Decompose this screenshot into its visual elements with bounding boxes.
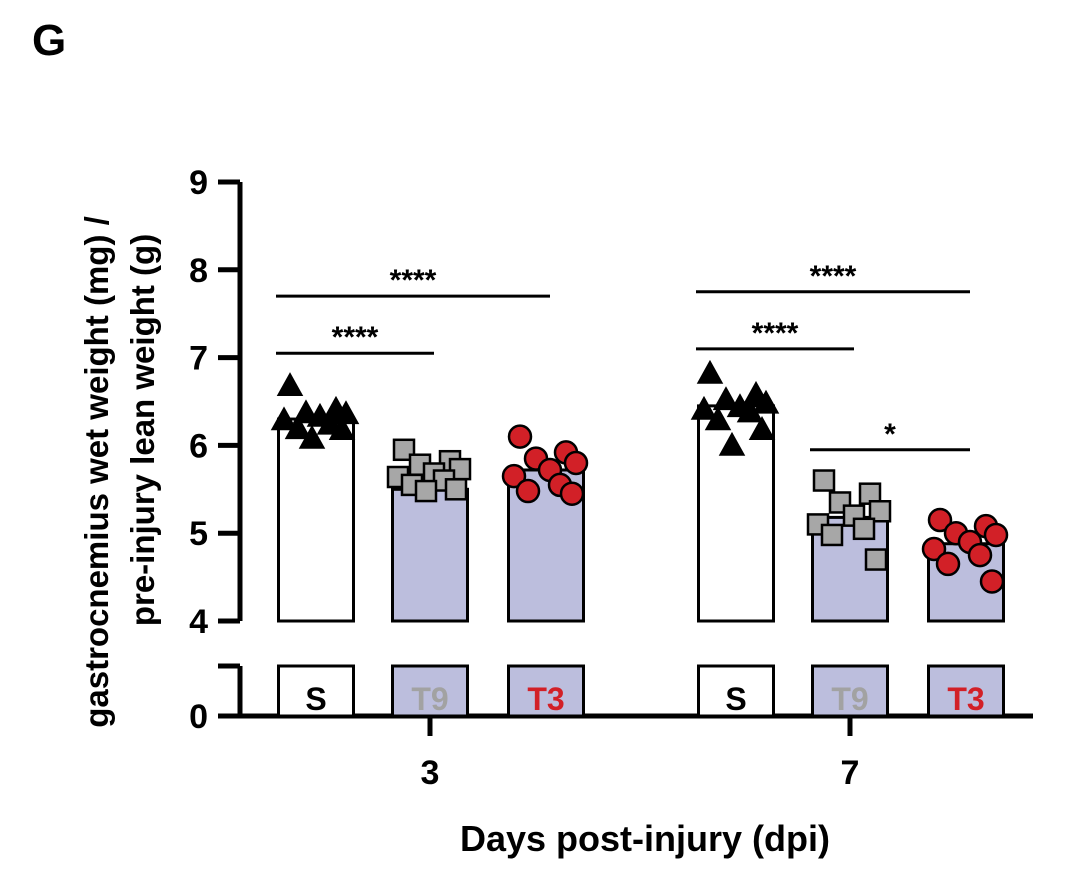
bar-lower bbox=[927, 664, 1005, 718]
y-axis-label-line1: gastrocnemius wet weight (mg) / bbox=[78, 216, 115, 728]
data-point-triangle bbox=[736, 398, 764, 423]
y-tick-label: 0 bbox=[189, 698, 208, 736]
data-point-triangle bbox=[690, 395, 718, 420]
y-tick-label: 5 bbox=[189, 515, 208, 553]
y-tick-label: 6 bbox=[189, 427, 208, 465]
data-point-circle bbox=[563, 450, 589, 476]
y-tick-label: 4 bbox=[189, 603, 208, 641]
data-point-triangle bbox=[704, 406, 732, 431]
data-point-circle bbox=[515, 478, 541, 504]
bar-label: S bbox=[305, 681, 326, 717]
data-point-square bbox=[812, 469, 836, 492]
bar-label: T3 bbox=[947, 681, 984, 717]
y-axis-label-line2: pre-injury lean weight (g) bbox=[124, 234, 161, 626]
bar-label: S bbox=[725, 681, 746, 717]
data-point-triangle bbox=[284, 415, 312, 440]
data-points bbox=[270, 359, 1009, 594]
bar-lower bbox=[507, 664, 585, 718]
bar-upper bbox=[277, 417, 355, 623]
bar-lower bbox=[697, 664, 775, 718]
significance-label: **** bbox=[752, 317, 799, 350]
bar-label: T3 bbox=[527, 681, 564, 717]
bar-lower bbox=[391, 664, 469, 718]
significance-label: **** bbox=[810, 260, 857, 293]
data-point-triangle bbox=[752, 389, 780, 414]
bar-upper bbox=[391, 487, 469, 623]
data-point-circle bbox=[921, 536, 947, 562]
data-point-square bbox=[864, 548, 888, 571]
data-point-circle bbox=[979, 569, 1005, 594]
panel-label: G bbox=[32, 16, 66, 65]
y-tick-label: 7 bbox=[189, 340, 208, 378]
data-point-square bbox=[414, 479, 438, 503]
data-point-triangle bbox=[748, 416, 776, 440]
bar-lower bbox=[811, 664, 889, 718]
data-point-triangle bbox=[718, 431, 746, 456]
data-point-circle bbox=[559, 481, 585, 506]
significance-label: * bbox=[884, 418, 896, 451]
bar-label: T9 bbox=[831, 681, 868, 717]
x-tick-label: 7 bbox=[841, 754, 860, 792]
data-point-square bbox=[820, 523, 844, 547]
data-point-triangle bbox=[292, 399, 320, 424]
y-tick-label: 8 bbox=[189, 252, 208, 290]
significance-label: **** bbox=[390, 264, 437, 297]
data-point-triangle bbox=[712, 386, 740, 411]
significance-annotations: ***************** bbox=[276, 260, 970, 452]
data-point-circle bbox=[501, 463, 527, 489]
x-tick-label: 3 bbox=[421, 754, 440, 792]
bars bbox=[277, 404, 1005, 718]
x-axis-label: Days post-injury (dpi) bbox=[460, 818, 830, 859]
bar-lower bbox=[277, 664, 355, 718]
data-point-circle bbox=[935, 551, 961, 577]
data-point-triangle bbox=[298, 424, 326, 449]
data-point-square bbox=[444, 478, 468, 501]
data-point-triangle bbox=[276, 372, 304, 397]
data-point-circle bbox=[967, 542, 993, 568]
data-point-circle bbox=[983, 522, 1009, 548]
y-tick-label: 9 bbox=[189, 164, 208, 202]
bar-label: T9 bbox=[411, 681, 448, 717]
data-point-circle bbox=[507, 424, 533, 449]
data-point-triangle bbox=[696, 359, 724, 384]
data-point-circle bbox=[927, 507, 953, 533]
data-point-square bbox=[868, 500, 892, 523]
bar-labels: S T9 T3 S T9 T3 bbox=[305, 681, 984, 717]
significance-label: **** bbox=[332, 321, 379, 354]
data-point-triangle bbox=[328, 416, 356, 440]
data-point-triangle bbox=[270, 406, 298, 431]
data-point-square bbox=[852, 517, 876, 541]
